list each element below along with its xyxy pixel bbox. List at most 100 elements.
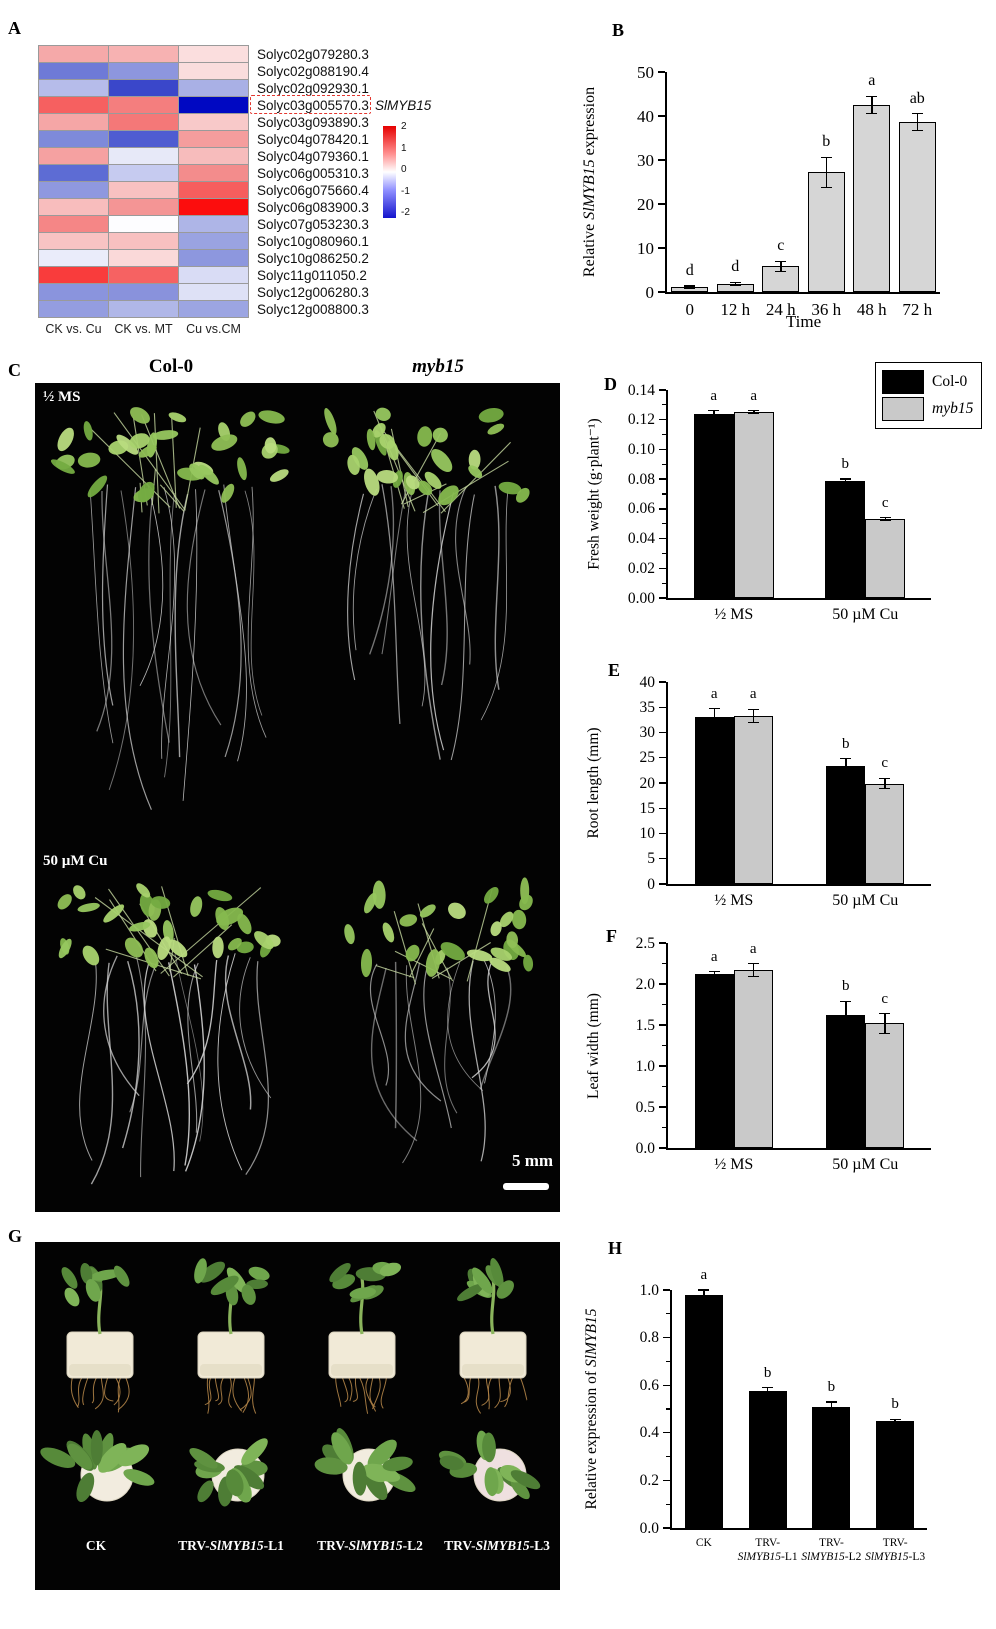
y-tick <box>659 681 667 683</box>
bar <box>898 122 936 292</box>
tomato-root <box>242 1377 250 1413</box>
bar <box>812 1406 851 1528</box>
text-part: -L1 <box>781 1551 798 1563</box>
stem <box>113 412 186 511</box>
heatmap-cell <box>39 165 108 181</box>
legend-label: Col-0 <box>932 373 967 391</box>
x-category-line: TRV- <box>882 1537 908 1549</box>
bar <box>826 766 866 884</box>
text-part: SlMYB15 <box>348 1538 403 1553</box>
tomato-stem <box>490 1277 496 1335</box>
heatmap-cell <box>179 63 248 79</box>
significance-letter: a <box>710 948 718 965</box>
x-axis <box>670 1528 927 1530</box>
bar <box>865 1023 905 1148</box>
y-minor-tick <box>662 582 667 584</box>
leaf <box>207 889 233 902</box>
leaf <box>138 444 157 458</box>
heatmap-cell <box>179 80 248 96</box>
tomato-stem <box>359 1277 365 1335</box>
y-minor-tick <box>666 1408 671 1410</box>
tomato-root <box>365 1377 377 1412</box>
y-minor-tick <box>662 1085 667 1088</box>
tomato-root <box>70 1377 79 1409</box>
panel-c-photo: ½ MS 50 µM Cu 5 mm <box>35 383 560 1212</box>
text-part: -L3 <box>908 1551 926 1563</box>
legend-swatch <box>882 397 924 421</box>
error-bar-line <box>689 286 691 289</box>
y-tick-label: 40 <box>639 673 656 691</box>
tomato-leaf <box>352 1461 367 1496</box>
heatmap-row-label: Solyc02g079280.3 <box>257 46 369 62</box>
colorbar-tick-label: 2 <box>401 121 407 132</box>
heatmap-cell <box>39 233 108 249</box>
tomato-root <box>113 1377 121 1406</box>
tomato-leaf <box>199 1261 226 1283</box>
root <box>468 960 486 1162</box>
root <box>174 494 189 758</box>
text-part: Col-0 <box>932 373 968 390</box>
heatmap-cell <box>179 267 248 283</box>
error-bar-line <box>752 963 754 977</box>
root <box>168 962 191 1166</box>
leaf <box>489 957 511 972</box>
error-bar-line <box>845 758 847 774</box>
significance-letter: a <box>749 940 757 957</box>
heatmap-cell <box>109 63 178 79</box>
heatmap-column-label: CK vs. MT <box>114 322 173 336</box>
stem <box>160 887 262 974</box>
y-minor-tick <box>666 1456 671 1458</box>
tomato-leaf <box>329 1262 351 1283</box>
text-part: Relative expression of <box>583 1367 600 1510</box>
treatment-label-half-ms: ½ MS <box>43 389 81 405</box>
tomato-root <box>214 1377 220 1402</box>
root <box>423 969 452 1129</box>
tomato-leaf <box>510 1478 530 1500</box>
y-tick <box>659 942 667 944</box>
leaf <box>379 433 395 450</box>
error-bar-cap-bottom <box>708 416 720 418</box>
tomato-root <box>218 1377 224 1405</box>
y-tick-label: 0.14 <box>627 381 655 399</box>
y-axis <box>665 72 667 294</box>
bar <box>684 1294 723 1528</box>
tomato-leaf <box>85 1279 101 1302</box>
y-tick <box>659 983 667 985</box>
text-part: myb15 <box>412 356 464 377</box>
error-bar-cap-top <box>762 1386 774 1389</box>
tomato-root <box>206 1377 210 1414</box>
y-tick <box>659 567 667 569</box>
tomato-leaf <box>331 1432 353 1465</box>
root <box>352 488 378 651</box>
y-axis <box>666 390 668 600</box>
significance-letter: c <box>777 237 785 255</box>
treatment-label-cu: 50 µM Cu <box>43 853 108 869</box>
leaf <box>157 936 171 960</box>
x-category-line: ½ MS <box>714 606 754 623</box>
legend-box: Col-0 myb15 <box>875 362 983 429</box>
leaf <box>425 949 441 977</box>
foam-shading <box>331 1364 393 1376</box>
y-tick-label: 0.12 <box>627 411 655 429</box>
leaf <box>376 470 399 484</box>
tomato-root <box>348 1377 353 1402</box>
significance-letter: b <box>841 456 850 473</box>
tomato-root <box>352 1377 358 1402</box>
leaf <box>506 931 519 948</box>
leaf <box>490 947 513 961</box>
root <box>186 960 218 1085</box>
error-bar-cap-bottom <box>698 1298 710 1301</box>
stem <box>431 942 491 979</box>
error-bar-cap-top <box>840 758 852 760</box>
panel-d-label: D <box>604 374 617 394</box>
leaf <box>487 423 505 435</box>
error-bar-cap-top <box>684 285 696 287</box>
heatmap-row-label: Solyc06g083900.3 <box>257 199 369 215</box>
root <box>245 961 269 1175</box>
bar <box>825 480 866 598</box>
root <box>239 957 272 1099</box>
heatmap-cell <box>179 46 248 62</box>
error-bar-cap-top <box>698 1289 710 1291</box>
leaf <box>498 481 522 495</box>
